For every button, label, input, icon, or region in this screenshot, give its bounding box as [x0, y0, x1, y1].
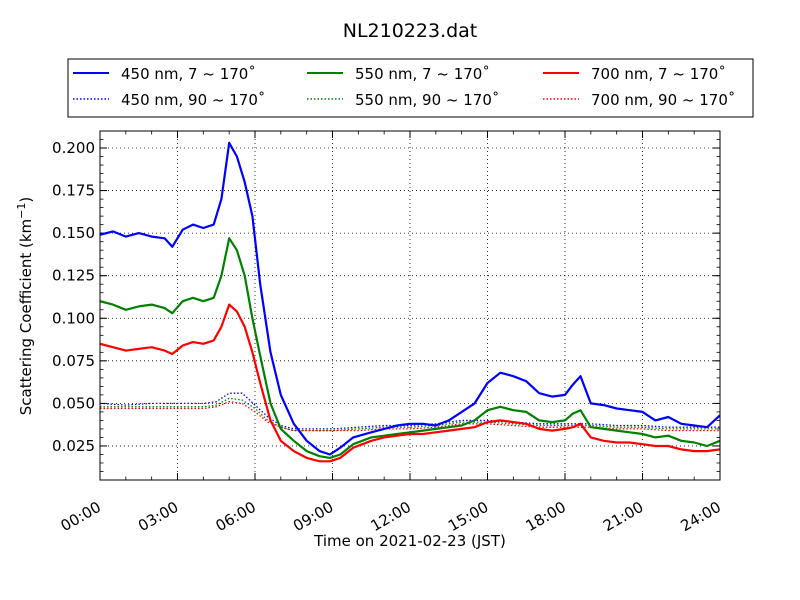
legend-label-3: 550 nm, 90 ~ 170˚	[355, 91, 499, 109]
y-tick-label: 0.125	[52, 267, 95, 285]
y-tick-label: 0.200	[52, 139, 95, 157]
legend-label-2: 550 nm, 7 ~ 170˚	[355, 65, 490, 83]
legend-frame	[67, 58, 754, 118]
legend-label-5: 700 nm, 90 ~ 170˚	[591, 91, 735, 109]
y-tick-label: 0.150	[52, 224, 95, 242]
legend-label-4: 700 nm, 7 ~ 170˚	[591, 65, 726, 83]
y-axis-label-text: Scattering Coefficient (km	[17, 219, 35, 415]
chart-title: NL210223.dat	[343, 20, 478, 42]
y-tick-label: 0.025	[52, 437, 95, 455]
y-tick-label: 0.100	[52, 309, 95, 327]
series-line-2	[100, 237, 720, 459]
y-axis-label-close: )	[17, 197, 35, 203]
y-tick-label: 0.050	[52, 394, 95, 412]
y-axis-label-exponent: −1	[15, 203, 28, 219]
series-line-0	[100, 141, 720, 456]
plot-frame	[99, 130, 721, 481]
x-axis-label: Time on 2021-02-23 (JST)	[313, 532, 506, 550]
grid	[99, 131, 721, 480]
legend-items: 450 nm, 7 ~ 170˚ 450 nm, 90 ~ 170˚ 550 nm,…	[73, 65, 735, 109]
series-line-3	[100, 397, 720, 432]
legend-label-1: 450 nm, 90 ~ 170˚	[121, 91, 265, 109]
series-line-1	[100, 392, 720, 430]
y-tick-label: 0.175	[52, 182, 95, 200]
y-tick-labels: 0.025 0.050 0.075 0.100 0.125 0.150 0.175 0.200	[52, 139, 95, 455]
legend: 450 nm, 7 ~ 170˚ 450 nm, 90 ~ 170˚ 550 nm,…	[67, 58, 754, 118]
series-lines	[100, 141, 720, 463]
legend-label-0: 450 nm, 7 ~ 170˚	[121, 65, 256, 83]
y-axis-label: Scattering Coefficient (km−1)	[15, 197, 35, 416]
y-tick-label: 0.075	[52, 352, 95, 370]
series-line-4	[100, 303, 720, 463]
